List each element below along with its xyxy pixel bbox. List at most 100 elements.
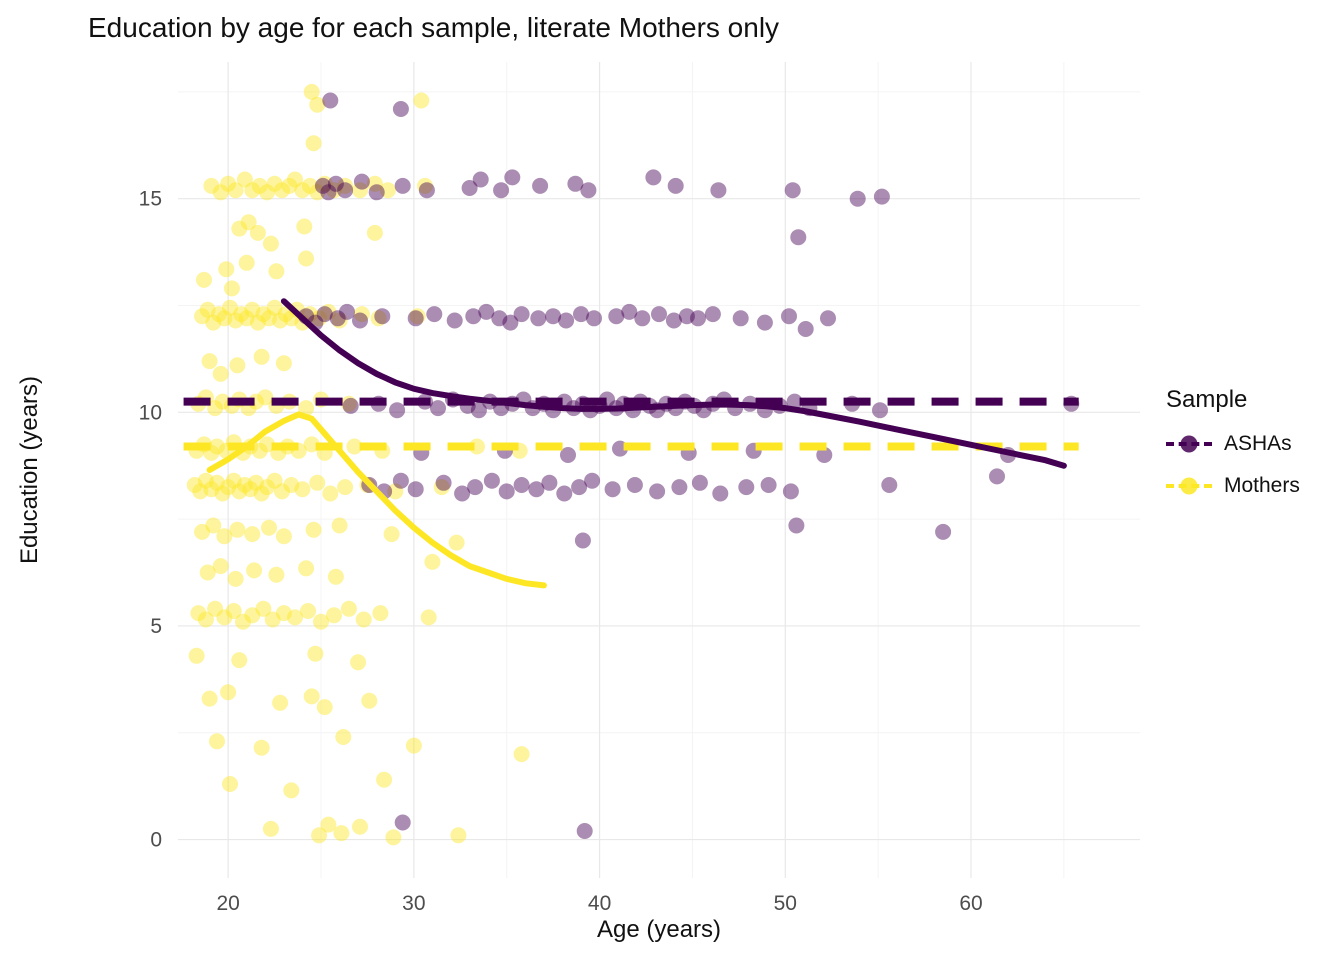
scatter-point-mothers bbox=[242, 481, 259, 498]
scatter-point-ashas bbox=[528, 481, 545, 498]
scatter-point-mothers bbox=[261, 310, 277, 327]
scatter-point-mothers bbox=[220, 479, 237, 496]
y-tick-label: 5 bbox=[150, 615, 162, 638]
scatter-point-ashas bbox=[392, 101, 409, 117]
scatter-point-ashas bbox=[935, 523, 952, 540]
scatter-point-mothers bbox=[207, 600, 224, 617]
scatter-point-mothers bbox=[203, 481, 220, 498]
scatter-point-ashas bbox=[872, 402, 888, 419]
legend-title: Sample bbox=[1166, 386, 1248, 413]
scatter-point-mothers bbox=[294, 182, 311, 199]
scatter-point-mothers bbox=[268, 566, 285, 583]
scatter-point-mothers bbox=[194, 308, 211, 325]
scatter-point-mothers bbox=[335, 729, 352, 745]
scatter-point-ashas bbox=[586, 310, 602, 327]
smooth-line-mothers bbox=[206, 411, 547, 589]
scatter-point-mothers bbox=[197, 472, 214, 489]
scatter-point-ashas bbox=[649, 483, 666, 500]
scatter-point-ashas bbox=[472, 171, 489, 188]
scatter-point-ashas bbox=[651, 306, 667, 323]
scatter-point-mothers bbox=[424, 553, 441, 570]
scatter-point-ashas bbox=[530, 310, 547, 327]
scatter-point-mothers bbox=[320, 303, 337, 320]
scatter-point-mothers bbox=[253, 739, 270, 756]
scatter-point-ashas bbox=[710, 182, 727, 199]
scatter-point-mothers bbox=[417, 177, 433, 194]
scatter-point-mothers bbox=[262, 235, 279, 252]
scatter-point-ashas bbox=[788, 517, 805, 534]
scatter-point-mothers bbox=[355, 611, 372, 628]
scatter-point-mothers bbox=[320, 816, 337, 833]
scatter-point-mothers bbox=[298, 400, 315, 417]
legend: Sample ASHAs Mothers bbox=[1166, 386, 1300, 516]
scatter-point-mothers bbox=[255, 306, 272, 323]
x-axis-title: Age (years) bbox=[596, 916, 722, 943]
scatter-point-mothers bbox=[301, 177, 318, 194]
scatter-point-mothers bbox=[366, 224, 383, 241]
scatter-point-ashas bbox=[691, 474, 708, 491]
scatter-point-mothers bbox=[448, 534, 465, 551]
scatter-point-mothers bbox=[313, 613, 329, 630]
scatter-point-mothers bbox=[281, 177, 298, 194]
scatter-point-mothers bbox=[216, 609, 233, 626]
scatter-point-mothers bbox=[244, 607, 261, 624]
scatter-point-mothers bbox=[311, 827, 328, 844]
scatter-point-ashas bbox=[558, 312, 575, 329]
scatter-point-ashas bbox=[820, 310, 836, 327]
scatter-point-mothers bbox=[303, 83, 320, 100]
scatter-point-mothers bbox=[209, 438, 225, 455]
scatter-point-mothers bbox=[326, 182, 342, 199]
legend-item-mothers: Mothers bbox=[1166, 474, 1300, 498]
scatter-point-ashas bbox=[786, 393, 803, 410]
scatter-point-ashas bbox=[465, 308, 482, 325]
scatter-point-mothers bbox=[238, 310, 255, 327]
scatter-point-mothers bbox=[261, 519, 277, 536]
scatter-point-mothers bbox=[197, 611, 214, 628]
scatter-point-ashas bbox=[567, 175, 584, 192]
scatter-point-ashas bbox=[573, 306, 589, 323]
point-swatch-mothers bbox=[1180, 477, 1198, 495]
scatter-point-mothers bbox=[201, 690, 218, 707]
scatter-point-ashas bbox=[645, 169, 662, 186]
scatter-point-mothers bbox=[192, 483, 209, 500]
scatter-point-ashas bbox=[621, 303, 638, 320]
scatter-point-mothers bbox=[350, 654, 367, 671]
scatter-point-mothers bbox=[298, 560, 315, 577]
scatter-point-mothers bbox=[274, 182, 290, 199]
scatter-point-ashas bbox=[608, 308, 625, 325]
scatter-point-ashas bbox=[342, 397, 359, 414]
scatter-point-ashas bbox=[470, 402, 487, 419]
scatter-point-mothers bbox=[212, 184, 229, 201]
scatter-point-mothers bbox=[201, 353, 218, 370]
scatter-point-mothers bbox=[513, 746, 530, 763]
scatter-point-mothers bbox=[259, 184, 276, 201]
scatter-point-ashas bbox=[690, 310, 706, 327]
scatter-point-mothers bbox=[372, 605, 389, 622]
scatter-point-mothers bbox=[199, 301, 216, 318]
scatter-point-mothers bbox=[209, 474, 225, 491]
scatter-point-mothers bbox=[266, 175, 283, 192]
scatter-point-ashas bbox=[337, 182, 354, 199]
scatter-point-mothers bbox=[222, 299, 238, 316]
scatter-point-mothers bbox=[287, 609, 303, 626]
scatter-point-mothers bbox=[331, 517, 348, 534]
scatter-point-ashas bbox=[454, 485, 471, 502]
scatter-point-mothers bbox=[231, 483, 248, 500]
scatter-point-ashas bbox=[760, 477, 777, 493]
scatter-point-mothers bbox=[220, 175, 237, 192]
scatter-point-mothers bbox=[236, 171, 253, 188]
scatter-point-mothers bbox=[212, 558, 229, 575]
scatter-point-mothers bbox=[212, 365, 229, 382]
scatter-point-mothers bbox=[233, 306, 250, 323]
scatter-point-ashas bbox=[322, 92, 339, 109]
scatter-point-mothers bbox=[225, 472, 242, 489]
scatter-point-mothers bbox=[225, 603, 242, 619]
scatter-point-ashas bbox=[881, 477, 898, 493]
scatter-point-ashas bbox=[580, 182, 597, 199]
scatter-point-ashas bbox=[407, 310, 424, 327]
scatter-point-ashas bbox=[667, 177, 684, 194]
scatter-point-mothers bbox=[409, 308, 426, 325]
scatter-point-mothers bbox=[244, 182, 261, 199]
scatter-point-ashas bbox=[327, 175, 344, 192]
